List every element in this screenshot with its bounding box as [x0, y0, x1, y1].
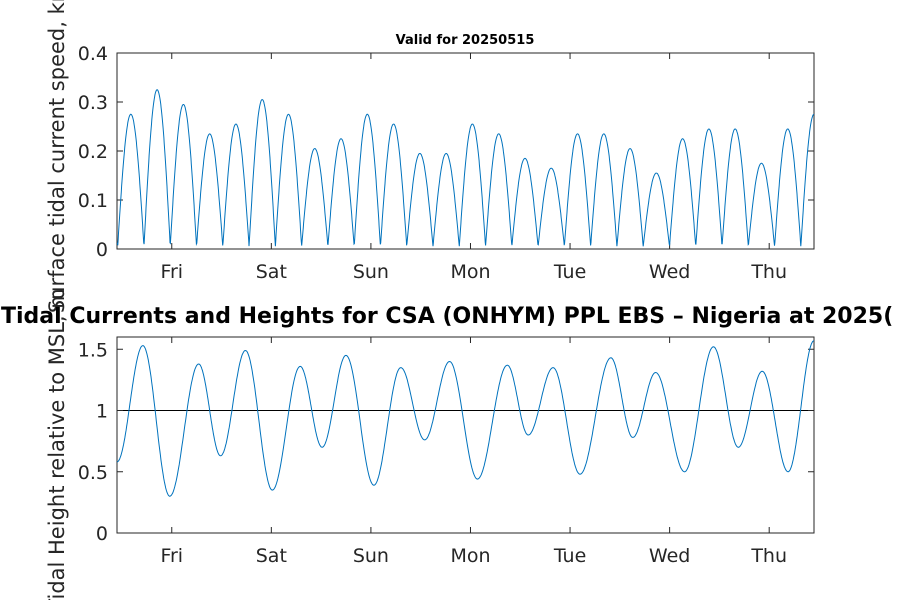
tidal-height-y-axis-label: Tidal Height relative to MSL, m: [45, 288, 69, 600]
tidal-height-x-tick-label: Fri: [160, 545, 183, 567]
current-speed-y-tick-label: 0: [96, 239, 108, 261]
tidal-height-x-tick-label: Mon: [450, 545, 490, 567]
current-speed-x-tick-label: Mon: [450, 261, 490, 283]
current-speed-x-tick-label: Wed: [649, 261, 690, 283]
tidal-height-y-tick-label: 0.5: [78, 462, 108, 484]
tidal-height-plot: Tidal Currents and Heights for CSA (ONHY…: [1, 288, 893, 600]
current-speed-x-tick-label: Sun: [353, 261, 389, 283]
tidal-height-y-tick-label: 1: [96, 401, 108, 423]
current-speed-x-tick-label: Tue: [553, 261, 586, 283]
tidal-height-x-tick-label: Thu: [750, 545, 787, 567]
current-speed-plot-title: Valid for 20250515: [396, 33, 535, 48]
tidal-height-x-tick-label: Wed: [649, 545, 690, 567]
current-speed-x-tick-label: Fri: [160, 261, 183, 283]
tidal-height-x-tick-label: Sun: [353, 545, 389, 567]
current-speed-plot-frame: [116, 52, 815, 250]
current-speed-x-tick-label: Thu: [750, 261, 787, 283]
tidal-height-series-line: [116, 340, 815, 497]
current-speed-y-tick-label: 0.2: [78, 141, 108, 163]
tidal-height-y-tick-label: 1.5: [78, 339, 108, 361]
tidal-height-y-tick-label: 0: [96, 523, 108, 545]
tidal-height-plot-title: Tidal Currents and Heights for CSA (ONHY…: [1, 304, 893, 329]
current-speed-y-tick-label: 0.1: [78, 190, 108, 212]
current-speed-x-tick-label: Sat: [256, 261, 287, 283]
current-speed-series-line: [116, 89, 815, 247]
current-speed-y-tick-label: 0.3: [78, 92, 108, 114]
current-speed-y-axis-label: Surface tidal current speed, kn: [45, 0, 69, 313]
current-speed-axis-ticks: Fri Sat Sun Mon Tue Wed Thu 0 0.1 0.2 0.3 0.4: [78, 43, 814, 283]
tidal-height-x-tick-label: Sat: [256, 545, 287, 567]
current-speed-y-tick-label: 0.4: [78, 43, 108, 65]
tidal-height-x-tick-label: Tue: [553, 545, 586, 567]
tidal-height-axis-ticks: Fri Sat Sun Mon Tue Wed Thu 0 0.5 1 1.5: [78, 337, 814, 567]
current-speed-plot: Valid for 20250515 Surface tidal current…: [45, 0, 815, 313]
